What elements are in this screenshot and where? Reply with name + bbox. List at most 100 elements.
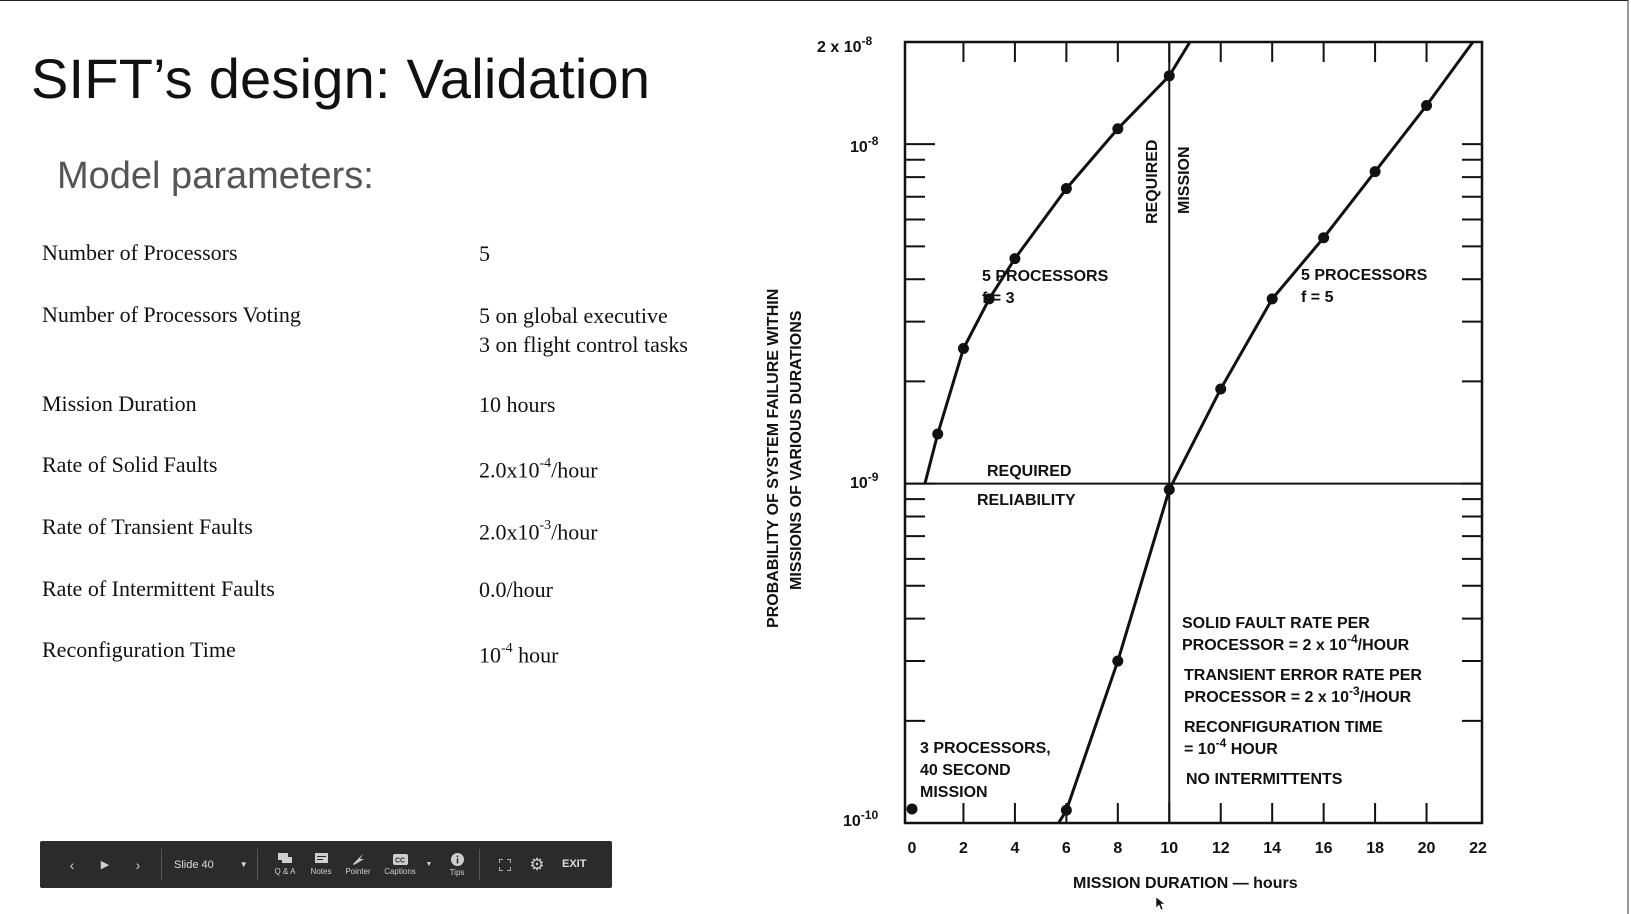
data-point: [983, 293, 995, 305]
data-point: [906, 803, 918, 815]
presenter-toolbar: ‹ ▶ › Slide 40 ▼ Q & A Notes Pointer CC …: [40, 841, 612, 888]
chevron-down-icon: ▼: [239, 860, 248, 869]
qa-button[interactable]: Q & A: [268, 841, 302, 888]
qa-label: Q & A: [274, 867, 296, 876]
series-label-f3-line1: 5 PROCESSORS: [982, 268, 1109, 285]
pointer-icon: [353, 854, 364, 865]
required-mission-label-right: MISSION: [1176, 146, 1193, 214]
param-name-reconfig: Reconfiguration Time: [42, 637, 236, 662]
y-tick-label-1e-8: 10-8: [850, 134, 879, 156]
captions-button[interactable]: CC Captions: [378, 841, 422, 888]
x-tick-label: 16: [1315, 840, 1333, 857]
slide-subtitle: Model parameters:: [57, 155, 374, 197]
notes-label: Notes: [310, 867, 332, 876]
data-point: [1060, 183, 1072, 195]
tick-base: 10: [850, 139, 868, 156]
x-tick-label: 10: [1160, 840, 1178, 857]
annot-unit: /HOUR: [1358, 637, 1410, 654]
chevron-down-icon: ▼: [425, 861, 433, 868]
y-tick-label-1e-9: 10-9: [850, 470, 879, 492]
param-name-solid: Rate of Solid Faults: [42, 452, 218, 477]
svg-text:CC: CC: [395, 857, 405, 864]
data-point: [1163, 484, 1175, 496]
chevron-right-icon: ›: [135, 856, 141, 873]
play-icon: ▶: [100, 858, 110, 871]
data-point: [1163, 70, 1175, 82]
data-point: [1266, 293, 1278, 305]
data-point: [957, 343, 969, 355]
series-label-3proc-line2: 40 SECOND: [920, 762, 1011, 779]
param-name-processors: Number of Processors: [42, 240, 238, 265]
value-exponent: -3: [539, 518, 552, 533]
previous-slide-button[interactable]: ‹: [62, 841, 82, 888]
tick-base: 2 x 10: [817, 39, 862, 56]
value-unit: hour: [512, 642, 559, 668]
data-point: [1112, 123, 1124, 135]
param-value-duration: 10 hours: [479, 392, 556, 417]
annot-exp: -4: [1347, 632, 1358, 646]
x-tick-label: 8: [1113, 840, 1122, 857]
play-button[interactable]: ▶: [95, 841, 115, 888]
y-tick-label-1e-10: 10-10: [843, 808, 878, 830]
tick-exp: -9: [868, 470, 879, 484]
pointer-button[interactable]: Pointer: [338, 841, 378, 888]
value-exponent: -4: [501, 641, 513, 656]
annotation-transient-line1: TRANSIENT ERROR RATE PER: [1184, 667, 1422, 684]
param-value-voting-2: 3 on flight control tasks: [479, 332, 688, 357]
annotation-solid-line1: SOLID FAULT RATE PER: [1182, 615, 1370, 632]
notes-icon: [314, 853, 328, 863]
settings-button[interactable]: ⚙: [524, 841, 550, 888]
param-name-transient: Rate of Transient Faults: [42, 514, 253, 539]
tips-button[interactable]: Tips: [440, 841, 474, 888]
annot-unit: /HOUR: [1360, 689, 1412, 706]
x-tick-label: 20: [1418, 840, 1436, 857]
chevron-left-icon: ‹: [69, 856, 75, 873]
next-slide-button[interactable]: ›: [128, 841, 148, 888]
slide-selector[interactable]: Slide 40 ▼: [174, 841, 248, 888]
x-tick-label: 22: [1469, 840, 1487, 857]
tips-label: Tips: [449, 867, 465, 877]
annot-text: PROCESSOR = 2 x 10: [1182, 637, 1347, 654]
exit-button[interactable]: EXIT: [562, 858, 587, 870]
plot-frame: [903, 40, 1484, 825]
data-point: [1060, 804, 1072, 816]
series-line-0: [923, 41, 1192, 484]
toolbar-divider: [479, 849, 480, 880]
y-axis-label-line1: PROBABILITY OF SYSTEM FAILURE WITHIN: [765, 289, 782, 628]
data-point: [1318, 232, 1330, 244]
param-value-reconfig: 10-4 hour: [479, 636, 559, 669]
notes-button[interactable]: Notes: [304, 841, 338, 888]
required-reliability-label-top: REQUIRED: [987, 463, 1071, 480]
value-base: 10: [479, 642, 501, 668]
pointer-label: Pointer: [345, 867, 371, 876]
data-point: [1421, 99, 1433, 111]
annot-text: = 10: [1184, 741, 1216, 758]
required-mission-label-left: REQUIRED: [1144, 140, 1161, 224]
annotation-solid-line2: PROCESSOR = 2 x 10-4/HOUR: [1182, 632, 1410, 654]
param-value-intermittent: 0.0/hour: [479, 577, 553, 602]
data-point: [1009, 253, 1021, 265]
series-label-f5-line2: f = 5: [1301, 289, 1334, 306]
param-value-solid: 2.0x10-4/hour: [479, 451, 598, 484]
gear-icon: ⚙: [529, 854, 545, 874]
info-icon: [450, 852, 464, 866]
x-tick-label: 14: [1263, 840, 1281, 857]
param-value-voting-1: 5 on global executive: [479, 303, 668, 328]
x-tick-label: 4: [1010, 840, 1019, 857]
annotation-reconfig-line1: RECONFIGURATION TIME: [1184, 719, 1383, 736]
x-tick-label: 0: [908, 840, 917, 857]
captions-icon: CC: [392, 853, 408, 865]
data-point: [932, 428, 944, 440]
captions-options-button[interactable]: ▼: [422, 841, 436, 888]
tick-base: 10: [850, 475, 868, 492]
tick-exp: -10: [861, 808, 879, 822]
slide-number-label: Slide 40: [174, 858, 214, 871]
toolbar-divider: [257, 849, 258, 880]
fullscreen-button[interactable]: [493, 841, 517, 888]
annot-exp: -3: [1349, 684, 1360, 698]
series-label-3proc-line3: MISSION: [920, 784, 988, 801]
data-point: [1369, 166, 1381, 178]
value-base: 2.0x10: [479, 519, 540, 545]
